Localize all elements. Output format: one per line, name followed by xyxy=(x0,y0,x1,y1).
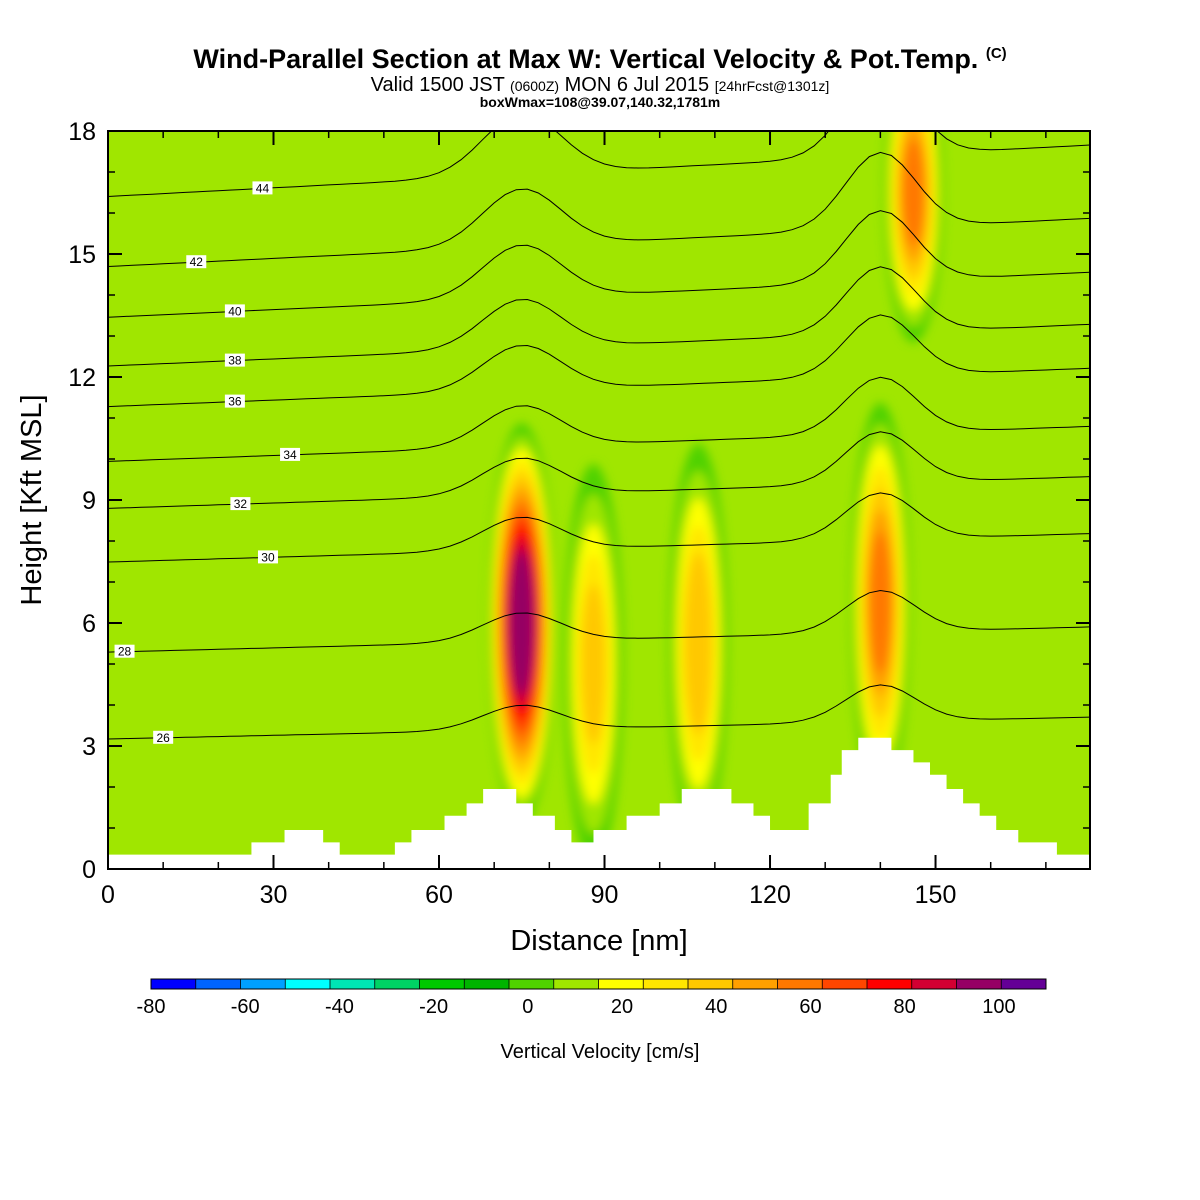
contour-label-box xyxy=(153,730,174,744)
updraft-band xyxy=(684,552,712,735)
terrain xyxy=(108,737,1090,869)
colorbar-tick-label: 20 xyxy=(611,996,633,1018)
colorbar-swatch xyxy=(777,979,823,989)
contour-label: 26 xyxy=(156,731,170,745)
theta-contour xyxy=(108,314,1090,408)
contour-label: 44 xyxy=(256,181,270,195)
colorbar-swatch xyxy=(464,979,510,989)
x-tick-label: 30 xyxy=(260,881,288,909)
contour-label-box xyxy=(114,644,135,658)
vertical-velocity-field xyxy=(487,131,944,864)
colorbar-swatch xyxy=(195,979,241,989)
contour-label-box xyxy=(224,304,245,318)
contour-label: 42 xyxy=(190,255,204,269)
colorbar-tick-label: -20 xyxy=(419,996,448,1018)
contour-label: 30 xyxy=(261,550,275,564)
contour-label-box xyxy=(230,497,251,511)
updraft-band xyxy=(869,531,892,674)
colorbar-swatch xyxy=(374,979,420,989)
contour-label: 38 xyxy=(228,354,242,368)
colorbar: -80 -60 -40 -20 0 20 40 60 80 100 xyxy=(137,978,1047,1018)
theta-contour xyxy=(108,266,1090,367)
colorbar-swatch xyxy=(151,979,197,989)
colorbar-swatch xyxy=(1001,979,1047,989)
colorbar-swatch xyxy=(419,979,465,989)
colorbar-swatch xyxy=(732,979,778,989)
contour-label: 32 xyxy=(234,497,248,511)
colorbar-swatch xyxy=(911,979,957,989)
forecast-info: [24hrFcst@1301z] xyxy=(714,78,830,94)
y-tick-label: 18 xyxy=(68,118,96,146)
contour-label-box xyxy=(280,447,301,461)
y-tick-label: 12 xyxy=(68,364,96,392)
contour-label-box xyxy=(224,353,245,367)
colorbar-tick-label: 60 xyxy=(799,996,821,1018)
colorbar-tick-label: 0 xyxy=(522,996,533,1018)
colorbar-tick-label: -80 xyxy=(137,996,166,1018)
contour-label-box xyxy=(252,181,273,195)
box-info: boxWmax=108@39.07,140.32,1781m xyxy=(479,94,721,110)
colorbar-swatch xyxy=(688,979,734,989)
chart-title-text: Wind-Parallel Section at Max W: Vertical… xyxy=(193,44,979,74)
copyright-mark: (C) xyxy=(985,45,1007,62)
colorbar-tick-label: -40 xyxy=(325,996,354,1018)
theta-contour xyxy=(108,684,1090,740)
colorbar-swatch xyxy=(553,979,599,989)
y-tick-label: 0 xyxy=(82,856,96,884)
y-axis-label: Height [Kft MSL] xyxy=(16,394,48,605)
x-tick-label: 150 xyxy=(915,881,957,909)
x-axis-label: Distance [nm] xyxy=(510,925,687,957)
colorbar-swatch xyxy=(285,979,331,989)
colorbar-label: Vertical Velocity [cm/s] xyxy=(501,1041,700,1063)
colorbar-swatch xyxy=(330,979,376,989)
theta-contour xyxy=(108,431,1090,509)
colorbar-swatch xyxy=(509,979,555,989)
contour-label-box xyxy=(186,255,207,269)
x-tick-label: 120 xyxy=(749,881,791,909)
chart-title: Wind-Parallel Section at Max W: Vertical… xyxy=(0,44,1200,75)
theta-contour xyxy=(108,376,1090,462)
contour-label-box xyxy=(224,394,245,408)
chart-subtitle: Valid 1500 JST (0600Z) MON 6 Jul 2015 [2… xyxy=(0,74,1200,97)
updraft-band xyxy=(581,584,606,744)
y-tick-label: 9 xyxy=(82,487,96,515)
colorbar-swatch xyxy=(240,979,286,989)
valid-date: MON 6 Jul 2015 xyxy=(564,74,710,96)
colorbar-tick-label: 100 xyxy=(982,996,1015,1018)
y-tick-label: 15 xyxy=(68,241,96,269)
x-tick-label: 90 xyxy=(591,881,619,909)
contour-label: 40 xyxy=(228,304,242,318)
contour-labels: 26 28 30 32 34 36 38 40 42 44 xyxy=(114,181,301,745)
x-tick-label: 60 xyxy=(425,881,453,909)
contour-label: 34 xyxy=(283,448,297,462)
colorbar-swatch xyxy=(867,979,913,989)
y-tick-label: 6 xyxy=(82,610,96,638)
colorbar-swatch xyxy=(643,979,689,989)
colorbar-swatch xyxy=(956,979,1002,989)
x-axis-ticks: 0 30 60 90 120 150 xyxy=(101,131,1047,909)
colorbar-swatch xyxy=(598,979,644,989)
colorbar-tick-label: -60 xyxy=(231,996,260,1018)
contour-label-box xyxy=(257,550,278,564)
contour-label: 36 xyxy=(228,395,242,409)
x-tick-label: 0 xyxy=(101,881,115,909)
theta-contour xyxy=(108,210,1090,318)
theta-contour xyxy=(108,151,1090,267)
colorbar-swatch xyxy=(822,979,868,989)
updraft-band xyxy=(902,138,925,247)
theta-contour xyxy=(108,589,1090,653)
colorbar-tick-label: 80 xyxy=(894,996,916,1018)
valid-time: Valid 1500 JST xyxy=(370,74,505,96)
updraft-band xyxy=(509,550,535,696)
y-tick-label: 3 xyxy=(82,733,96,761)
contour-label: 28 xyxy=(118,645,132,659)
colorbar-tick-label: 40 xyxy=(705,996,727,1018)
valid-utc: (0600Z) xyxy=(510,78,560,94)
